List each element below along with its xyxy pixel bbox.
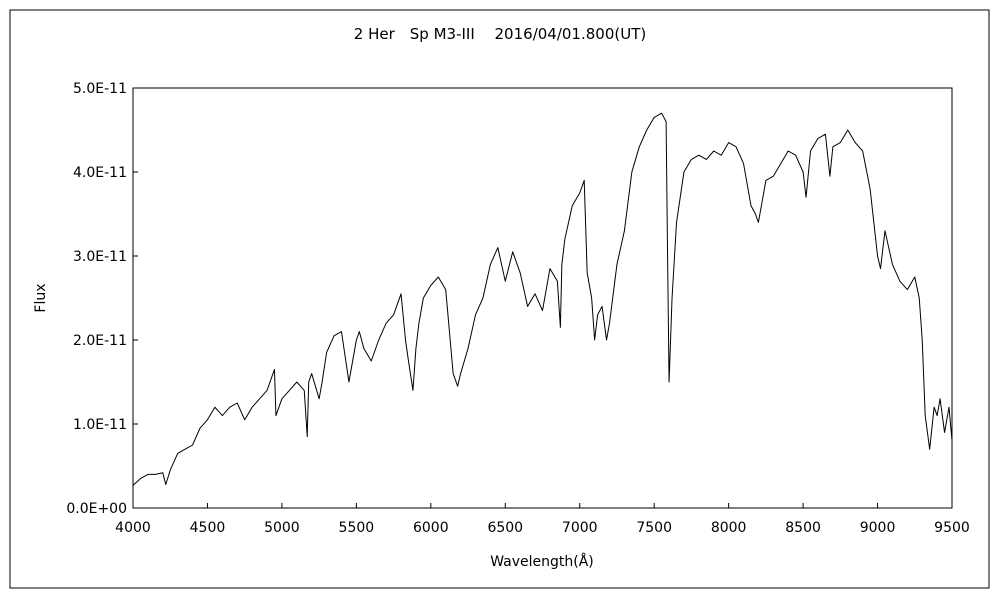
x-tick-label: 7500 [636,520,672,536]
y-tick-label: 5.0E-11 [73,81,127,97]
y-tick-label: 3.0E-11 [73,249,127,265]
x-tick-label: 7000 [562,520,598,536]
spectrum-line [132,112,953,486]
y-tick-label: 2.0E-11 [73,333,127,349]
y-tick-label: 0.0E+00 [66,501,127,517]
x-axis: 4000 4500 5000 5500 6000 6500 7000 7500 8000 8500… [115,503,970,536]
x-tick-label: 6500 [487,520,523,536]
y-tick-label: 4.0E-11 [73,165,127,181]
x-tick-label: 5500 [339,520,375,536]
x-tick-label: 8500 [785,520,821,536]
x-tick-label: 4500 [190,520,226,536]
x-axis-label: Wavelength(Å) [490,553,594,570]
plot-area [132,87,953,509]
x-tick-label: 8000 [711,520,747,536]
x-tick-label: 9500 [934,520,970,536]
y-tick-label: 1.0E-11 [73,417,127,433]
series-layer [132,112,953,486]
y-axis: 0.0E+00 1.0E-11 2.0E-11 3.0E-11 4.0E-11 5.0E-… [66,81,138,517]
x-tick-label: 5000 [264,520,300,536]
x-tick-label: 4000 [115,520,151,536]
x-tick-label: 9000 [860,520,896,536]
chart-title: 2 Her Sp M3-III 2016/04/01.800(UT) [354,25,646,43]
x-tick-label: 6000 [413,520,449,536]
y-axis-label: Flux [33,283,49,312]
chart-outer-frame [9,9,990,589]
